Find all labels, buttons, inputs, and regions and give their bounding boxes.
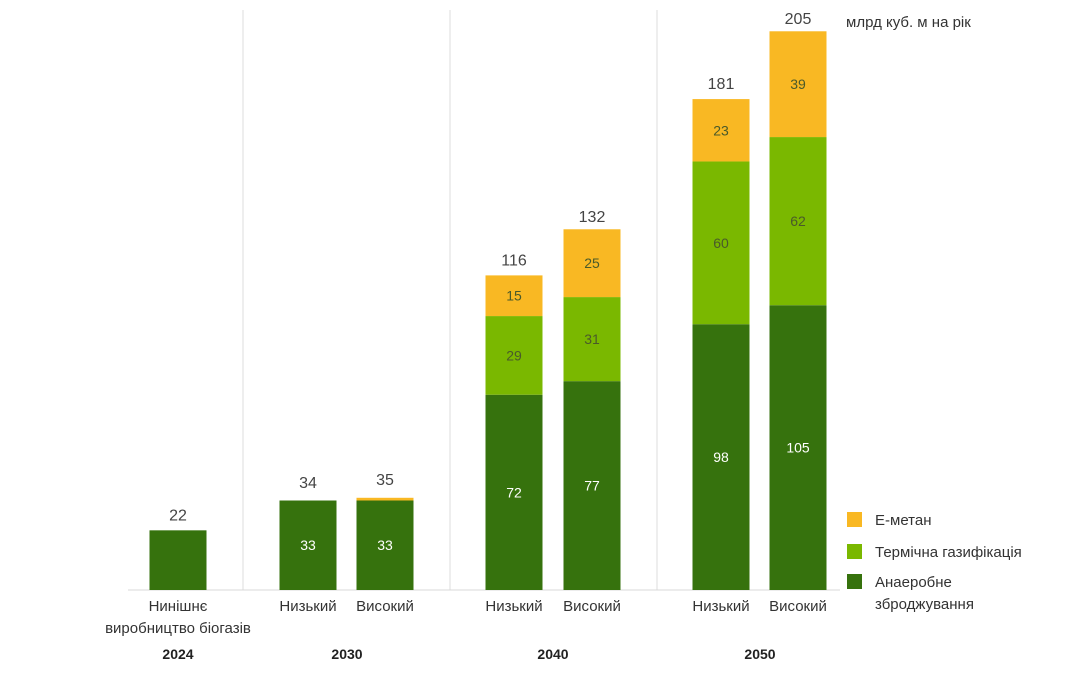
category-label: Низький [692, 598, 749, 615]
bar-segment-thermal [563, 297, 621, 382]
category-label: Високий [356, 598, 414, 615]
bar-total-label: 35 [376, 472, 394, 489]
segment-value-label: 98 [713, 449, 729, 465]
legend-swatch-anaerobic [847, 574, 862, 589]
bar-segment-anaerobic [356, 500, 414, 590]
segment-value-label: 31 [584, 331, 600, 347]
legend-swatch-emethane [847, 512, 862, 527]
bar-segment-emethane [485, 275, 543, 317]
unit-label: млрд куб. м на рік [846, 14, 971, 31]
bar-segment-anaerobic [485, 394, 543, 590]
legend-swatch-thermal [847, 544, 862, 559]
category-label: Високий [769, 598, 827, 615]
segment-value-label: 15 [506, 288, 522, 304]
segment-value-label: 60 [713, 235, 729, 251]
segment-value-label: 33 [377, 537, 393, 553]
segment-value-label: 39 [790, 76, 806, 92]
bar-total-label: 132 [579, 209, 606, 226]
bars [149, 31, 827, 590]
legend-label-thermal: Термічна газифікація [875, 544, 1022, 561]
bar-total-label: 34 [299, 475, 317, 492]
legend-label-anaerobic: зброджування [875, 596, 974, 613]
group-year-label: 2024 [162, 646, 193, 662]
bar-segment-emethane [692, 99, 750, 162]
bar-total-label: 22 [169, 507, 187, 524]
bar-total-label: 181 [708, 76, 735, 93]
legend-label-anaerobic: Анаеробне [875, 574, 952, 591]
bar-segment-anaerobic [149, 530, 207, 590]
bar-segment-thermal [769, 137, 827, 306]
bar-segment-thermal [692, 161, 750, 325]
bar-segment-emethane [563, 229, 621, 298]
bar-segment-anaerobic [692, 324, 750, 590]
segment-value-label: 23 [713, 122, 729, 138]
category-label: Низький [279, 598, 336, 615]
segment-value-label: 62 [790, 213, 806, 229]
category-label: Низький [485, 598, 542, 615]
bar-segment-anaerobic [563, 381, 621, 590]
bar-segment-anaerobic [769, 305, 827, 590]
labels: 22 Нинішнє виробництво біогазів 2024 33 34 Низ… [105, 11, 827, 662]
group-year-label: 2050 [744, 646, 775, 662]
segment-value-label: 29 [506, 347, 522, 363]
segment-value-label: 33 [300, 537, 316, 553]
category-label: виробництво біогазів [105, 620, 251, 637]
category-label: Високий [563, 598, 621, 615]
category-label: Нинішнє [149, 598, 208, 615]
group-year-label: 2030 [331, 646, 362, 662]
legend: Е-метан Термічна газифікація Анаеробне збро… [847, 512, 1022, 613]
segment-value-label: 77 [584, 478, 600, 494]
bar-segment-anaerobic [279, 500, 337, 590]
bar-total-label: 116 [501, 252, 527, 269]
bar-segment-emethane [769, 31, 827, 138]
segment-value-label: 25 [584, 255, 600, 271]
group-separators [242, 10, 658, 590]
bar-segment-thermal [485, 316, 543, 395]
segment-value-label: 105 [786, 440, 810, 456]
legend-label-emethane: Е-метан [875, 512, 931, 529]
segment-value-label: 72 [506, 484, 522, 500]
bar-total-label: 205 [785, 11, 812, 28]
bar-segment-emethane [356, 497, 414, 501]
group-year-label: 2040 [537, 646, 568, 662]
